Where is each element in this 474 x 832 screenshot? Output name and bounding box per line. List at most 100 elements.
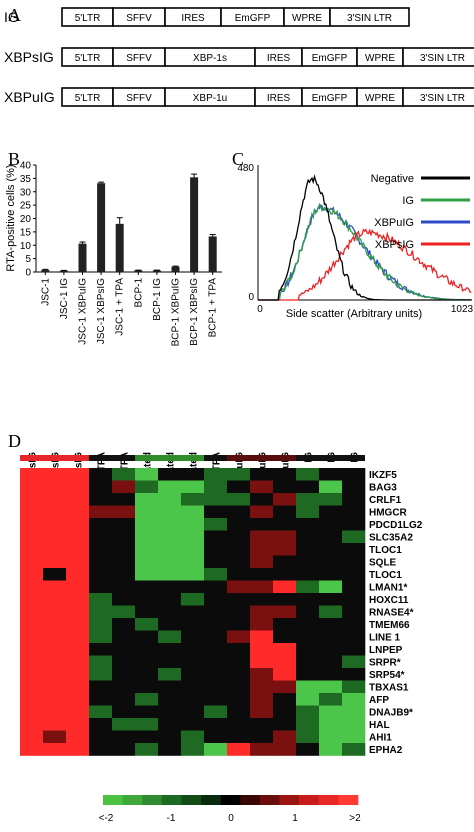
heatmap-cell <box>43 718 67 731</box>
heatmap-cell <box>20 668 44 681</box>
heatmap-cell <box>181 718 205 731</box>
heatmap-cell <box>112 643 136 656</box>
heatmap-cell <box>296 630 320 644</box>
heatmap-cell <box>319 568 343 581</box>
heatmap-cell <box>43 518 67 531</box>
heatmap-cell <box>181 730 205 744</box>
heatmap-cell <box>227 618 251 631</box>
construct-segment-label: IRES <box>181 13 205 24</box>
column-group-bar <box>273 455 296 461</box>
construct-name-ig: IG <box>4 9 19 25</box>
heatmap-cell <box>319 643 343 656</box>
column-label: TPA <box>120 452 131 471</box>
heatmap-cell <box>319 593 343 606</box>
heatmap-cell <box>66 580 90 594</box>
heatmap-cell <box>342 468 366 481</box>
heatmap-cell <box>43 605 67 619</box>
heatmap-cell <box>112 705 136 719</box>
gene-label: CRLF1 <box>369 495 402 506</box>
color-scale-label: 0 <box>228 813 234 824</box>
heatmap-cell <box>273 730 297 744</box>
heatmap-cell <box>89 743 113 756</box>
heatmap-cell <box>20 743 44 756</box>
heatmap-cell <box>342 693 366 706</box>
heatmap-cell <box>296 668 320 681</box>
heatmap-cell <box>319 493 343 506</box>
heatmap-cell <box>112 693 136 706</box>
heatmap-cell <box>43 743 67 756</box>
heatmap-cell <box>89 543 113 556</box>
heatmap-cell <box>89 530 113 544</box>
bar <box>59 270 68 272</box>
heatmap-cell <box>342 730 366 744</box>
heatmap-cell <box>135 693 159 706</box>
y-tick-label: 480 <box>237 163 254 174</box>
heatmap-cell <box>66 655 90 669</box>
heatmap-cell <box>181 493 205 506</box>
heatmap-cell <box>250 543 274 556</box>
heatmap-cell <box>250 630 274 644</box>
color-scale-swatch <box>122 795 143 805</box>
heatmap-cell <box>135 493 159 506</box>
construct-segment-label: 5'LTR <box>75 53 101 64</box>
heatmap-cell <box>319 480 343 494</box>
heatmap-cell <box>204 593 228 606</box>
heatmap-cell <box>342 605 366 619</box>
heatmap-cell <box>20 630 44 644</box>
heatmap-cell <box>296 468 320 481</box>
heatmap-cell <box>135 618 159 631</box>
heatmap-cell <box>181 605 205 619</box>
heatmap-cell <box>204 605 228 619</box>
y-tick-label: 5 <box>25 254 31 265</box>
heatmap-cell <box>273 543 297 556</box>
panel-c-label: C <box>232 149 244 169</box>
bar <box>208 236 217 272</box>
heatmap-cell <box>342 743 366 756</box>
construct-segment-label: SFFV <box>126 93 152 104</box>
heatmap-cell <box>319 630 343 644</box>
heatmap-cell <box>227 518 251 531</box>
heatmap-cell <box>43 593 67 606</box>
heatmap-cell <box>89 468 113 481</box>
heatmap-cell <box>181 668 205 681</box>
heatmap-cell <box>319 468 343 481</box>
heatmap-cell <box>273 568 297 581</box>
heatmap-cell <box>250 730 274 744</box>
heatmap-cell <box>204 618 228 631</box>
bar <box>115 223 124 272</box>
heatmap-cell <box>319 730 343 744</box>
heatmap-cell <box>66 518 90 531</box>
heatmap-cell <box>89 568 113 581</box>
heatmap-cell <box>89 605 113 619</box>
gene-label: IKZF5 <box>369 470 397 481</box>
construct-segment-label: SFFV <box>126 13 152 24</box>
heatmap-cell <box>135 643 159 656</box>
gene-label: SRP54* <box>369 670 405 681</box>
heatmap-cell <box>250 493 274 506</box>
heatmap-cell <box>20 593 44 606</box>
heatmap-cell <box>43 468 67 481</box>
y-tick-label: 0 <box>248 292 254 303</box>
heatmap-cell <box>135 593 159 606</box>
x-tick-label: JSC-1 XBPsIG <box>96 278 107 344</box>
heatmap-cell <box>273 518 297 531</box>
heatmap-cell <box>66 593 90 606</box>
y-tick-label: 15 <box>20 227 32 238</box>
histogram-line-negative <box>258 174 472 301</box>
heatmap-cell <box>273 693 297 706</box>
heatmap-cell <box>319 580 343 594</box>
gene-label: SLC35A2 <box>369 532 413 543</box>
construct-segment-label: SFFV <box>126 53 152 64</box>
heatmap-cell <box>342 568 366 581</box>
heatmap-cell <box>43 505 67 519</box>
heatmap-cell <box>342 530 366 544</box>
heatmap-cell <box>296 543 320 556</box>
heatmap-cell <box>342 718 366 731</box>
heatmap-cell <box>112 530 136 544</box>
heatmap-cell <box>319 543 343 556</box>
heatmap-cell <box>158 630 182 644</box>
heatmap-cell <box>112 555 136 569</box>
heatmap-cell <box>342 680 366 694</box>
heatmap-cell <box>66 693 90 706</box>
heatmap-cell <box>66 730 90 744</box>
